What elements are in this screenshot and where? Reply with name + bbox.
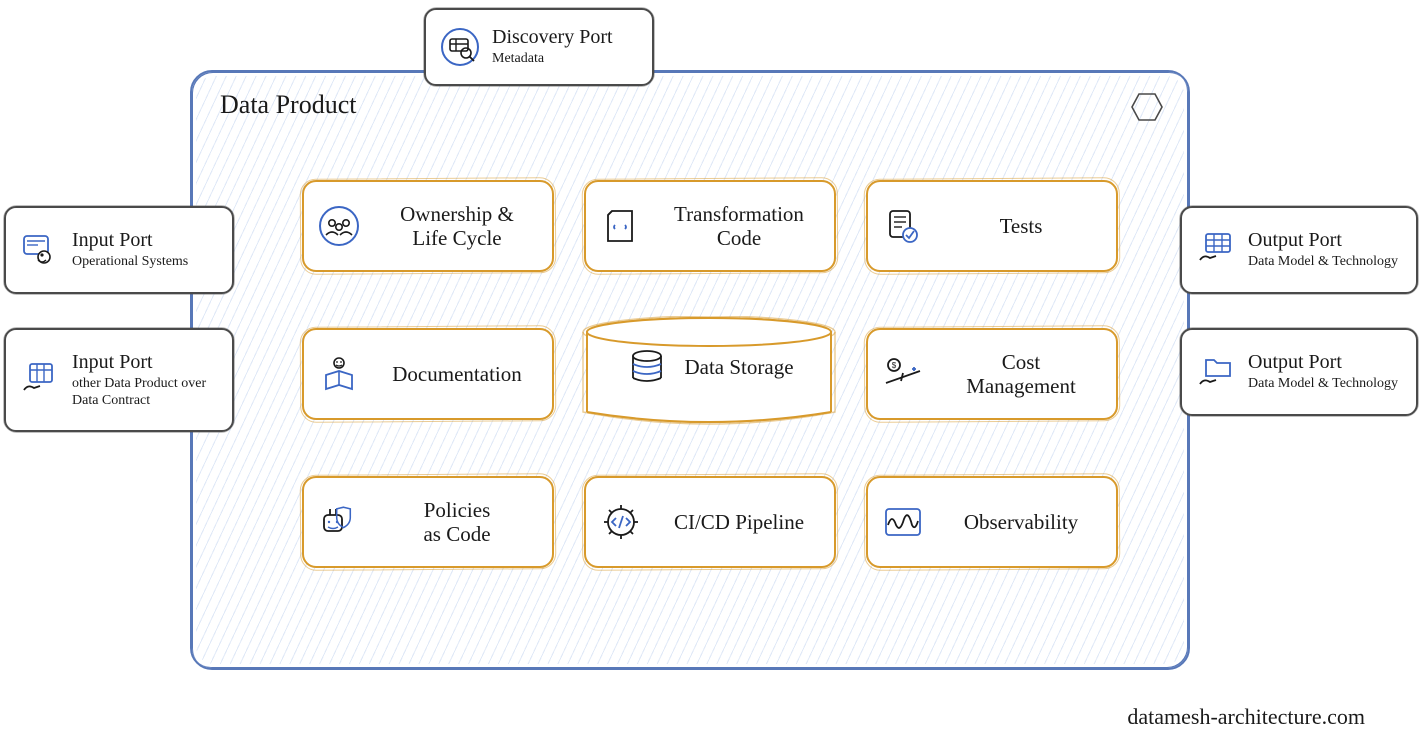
operational-systems-icon (18, 228, 62, 272)
output-port-0-subtitle: Data Model & Technology (1248, 254, 1406, 270)
hexagon-icon (1130, 92, 1164, 122)
comp-cost-label: CostManagement (938, 350, 1104, 398)
transformation-icon (598, 203, 644, 249)
comp-tests: Tests (866, 180, 1118, 272)
cicd-icon (598, 499, 644, 545)
output-table-icon (1194, 228, 1238, 272)
input-port-1-title: Input Port (72, 351, 222, 374)
discovery-port: Discovery Port Metadata (424, 8, 654, 86)
ownership-icon (316, 203, 362, 249)
attribution: datamesh-architecture.com (1127, 704, 1365, 730)
input-port-1: Input Port other Data Product over Data … (4, 328, 234, 432)
output-port-1-title: Output Port (1248, 351, 1406, 374)
observability-icon (880, 499, 926, 545)
container-title: Data Product (220, 90, 356, 120)
tests-icon (880, 203, 926, 249)
comp-storage: Data Storage (580, 316, 838, 428)
comp-observability: Observability (866, 476, 1118, 568)
comp-tests-label: Tests (938, 214, 1104, 238)
policies-icon (316, 499, 362, 545)
storage-icon (624, 344, 670, 390)
output-port-0: Output Port Data Model & Technology (1180, 206, 1418, 294)
output-port-0-title: Output Port (1248, 229, 1406, 252)
comp-cost: $ CostManagement (866, 328, 1118, 420)
output-port-1-subtitle: Data Model & Technology (1248, 376, 1406, 392)
discovery-port-subtitle: Metadata (492, 51, 642, 67)
discovery-port-title: Discovery Port (492, 26, 642, 49)
comp-policies-label: Policiesas Code (374, 498, 540, 546)
cost-icon: $ (880, 351, 926, 397)
comp-documentation: Documentation (302, 328, 554, 420)
comp-storage-label: Data Storage (684, 355, 793, 380)
output-port-1: Output Port Data Model & Technology (1180, 328, 1418, 416)
input-port-1-subtitle: other Data Product over Data Contract (72, 376, 222, 408)
comp-transformation-label: TransformationCode (656, 202, 822, 250)
comp-cicd: CI/CD Pipeline (584, 476, 836, 568)
svg-text:$: $ (892, 361, 897, 370)
comp-documentation-label: Documentation (374, 362, 540, 386)
documentation-icon (316, 351, 362, 397)
comp-policies: Policiesas Code (302, 476, 554, 568)
output-folder-icon (1194, 350, 1238, 394)
comp-cicd-label: CI/CD Pipeline (656, 510, 822, 534)
comp-ownership-label: Ownership &Life Cycle (374, 202, 540, 250)
input-port-0-subtitle: Operational Systems (72, 254, 222, 270)
data-contract-icon (18, 358, 62, 402)
input-port-0-title: Input Port (72, 229, 222, 252)
comp-transformation: TransformationCode (584, 180, 836, 272)
discovery-icon (438, 25, 482, 69)
comp-observability-label: Observability (938, 510, 1104, 534)
comp-ownership: Ownership &Life Cycle (302, 180, 554, 272)
input-port-0: Input Port Operational Systems (4, 206, 234, 294)
